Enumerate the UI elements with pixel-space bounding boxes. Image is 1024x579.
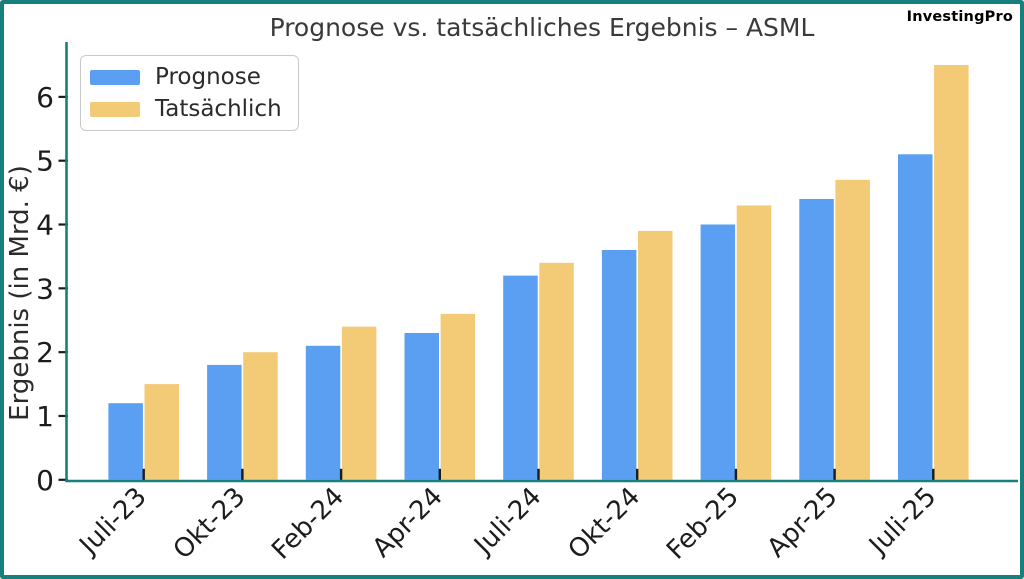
y-tick-label: 1 (36, 400, 54, 433)
y-tick-label: 4 (36, 209, 54, 242)
bar-tatsächlich-3 (440, 313, 476, 480)
x-tick-label: Apr-25 (762, 482, 844, 564)
y-tick-label: 3 (36, 272, 54, 305)
bar-tatsächlich-7 (835, 179, 870, 480)
bar-plot-canvas: 0 1 2 3 4 5 6 Juli-23 Okt-23 Feb-24 Apr-24 Juli-24 O… (5, 42, 1018, 566)
bar-tatsächlich-2 (341, 326, 377, 480)
bar-prognose-5 (601, 250, 637, 480)
bar-tatsächlich-6 (736, 205, 772, 480)
bar-prognose-3 (404, 333, 439, 480)
bar-prognose-4 (503, 275, 538, 480)
legend-label: Prognose (155, 64, 261, 90)
legend: Prognose Tatsächlich (80, 55, 299, 132)
legend-item-tatsaechlich: Tatsächlich (90, 97, 282, 121)
bar-prognose-8 (898, 154, 933, 480)
legend-item-prognose: Prognose (90, 65, 282, 89)
y-tick-label: 6 (36, 81, 54, 114)
x-tick-label: Feb-24 (266, 482, 350, 566)
bar-tatsächlich-1 (243, 352, 278, 480)
x-tick-label: Apr-24 (367, 482, 449, 564)
y-tick-label: 2 (36, 336, 54, 369)
legend-label: Tatsächlich (155, 96, 282, 123)
investingpro-logo: InvestingPro (906, 9, 1013, 25)
bar-tatsächlich-8 (934, 65, 969, 480)
y-tick-label: 5 (36, 145, 54, 178)
tatsaechlich-swatch-icon (90, 101, 140, 117)
x-tick-label: Juli-23 (73, 482, 153, 562)
x-tick-label: Okt-23 (168, 482, 252, 566)
x-tick-label: Okt-24 (563, 482, 647, 566)
x-tick-label: Juli-25 (862, 482, 942, 562)
x-tick-label: Juli-24 (468, 482, 548, 562)
bar-tatsächlich-5 (638, 230, 673, 480)
bar-prognose-1 (207, 364, 242, 480)
y-axis-label: Ergebnis (in Mrd. €) (5, 165, 35, 421)
prognose-swatch-icon (90, 69, 140, 85)
bar-tatsächlich-0 (144, 384, 179, 480)
bar-prognose-0 (108, 403, 143, 480)
bar-prognose-6 (700, 224, 736, 480)
x-tick-label: Feb-25 (661, 482, 745, 566)
y-tick-label: 0 (36, 464, 54, 497)
chart-title: Prognose vs. tatsächliches Ergebnis – AS… (269, 13, 815, 42)
bar-prognose-7 (799, 199, 834, 480)
bar-prognose-2 (305, 345, 341, 480)
bar-tatsächlich-4 (539, 262, 574, 480)
